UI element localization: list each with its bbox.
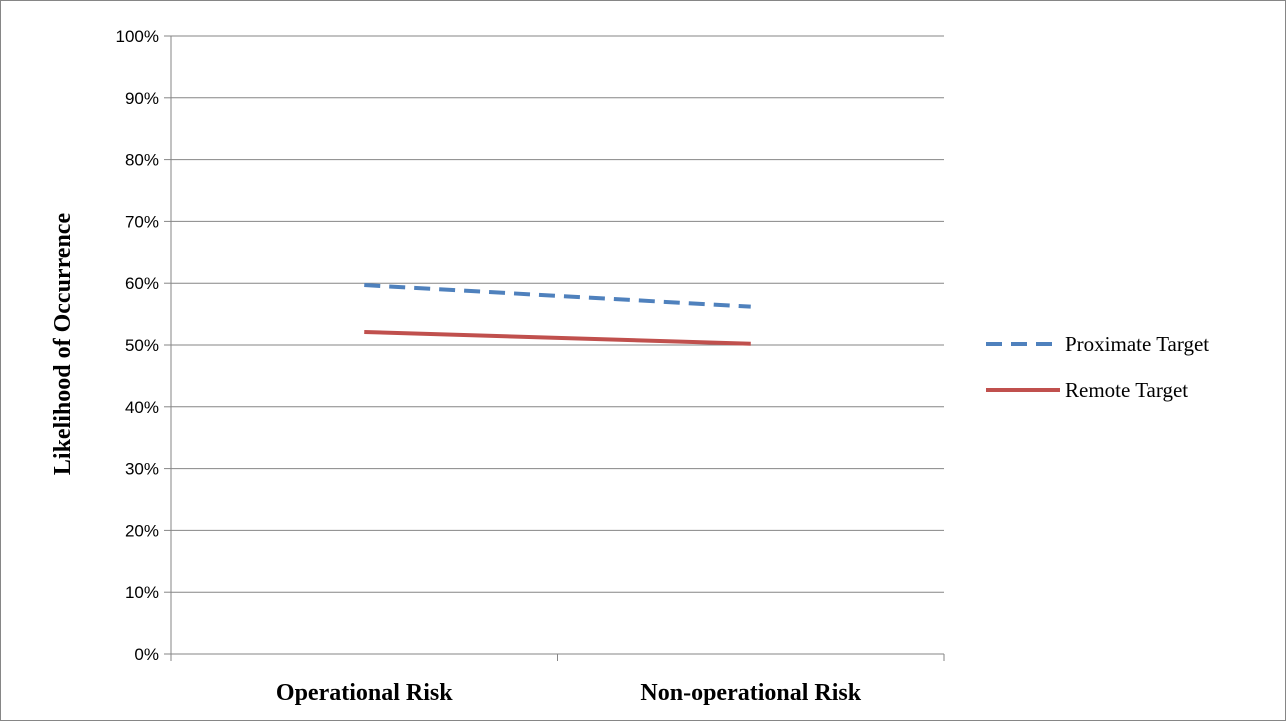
legend: Proximate Target Remote Target xyxy=(986,332,1209,402)
y-tick-label: 20% xyxy=(125,521,159,540)
series-line-remote-target xyxy=(364,330,751,346)
x-category-labels: Operational Risk Non-operational Risk xyxy=(276,680,862,706)
legend-label: Proximate Target xyxy=(1065,332,1209,356)
x-category-label: Operational Risk xyxy=(276,680,453,706)
y-tick-label: 100% xyxy=(116,27,159,46)
series-line-proximate-target xyxy=(364,283,751,309)
gridlines xyxy=(164,35,944,655)
axes xyxy=(170,36,945,661)
y-tick-labels: 0% 10% 20% 30% 40% 50% 60% 70% 80% 90% 100% xyxy=(116,27,159,664)
y-tick-label: 60% xyxy=(125,274,159,293)
legend-label: Remote Target xyxy=(1065,378,1188,402)
y-tick-label: 40% xyxy=(125,398,159,417)
y-tick-label: 70% xyxy=(125,212,159,231)
y-axis-title: Likelihood of Occurrence xyxy=(50,213,76,476)
y-tick-label: 50% xyxy=(125,336,159,355)
y-tick-label: 30% xyxy=(125,460,159,479)
y-tick-label: 10% xyxy=(125,583,159,602)
x-category-label: Non-operational Risk xyxy=(640,680,861,706)
y-tick-label: 90% xyxy=(125,89,159,108)
y-tick-label: 80% xyxy=(125,151,159,170)
series-lines xyxy=(364,283,751,346)
y-tick-label: 0% xyxy=(134,645,159,664)
